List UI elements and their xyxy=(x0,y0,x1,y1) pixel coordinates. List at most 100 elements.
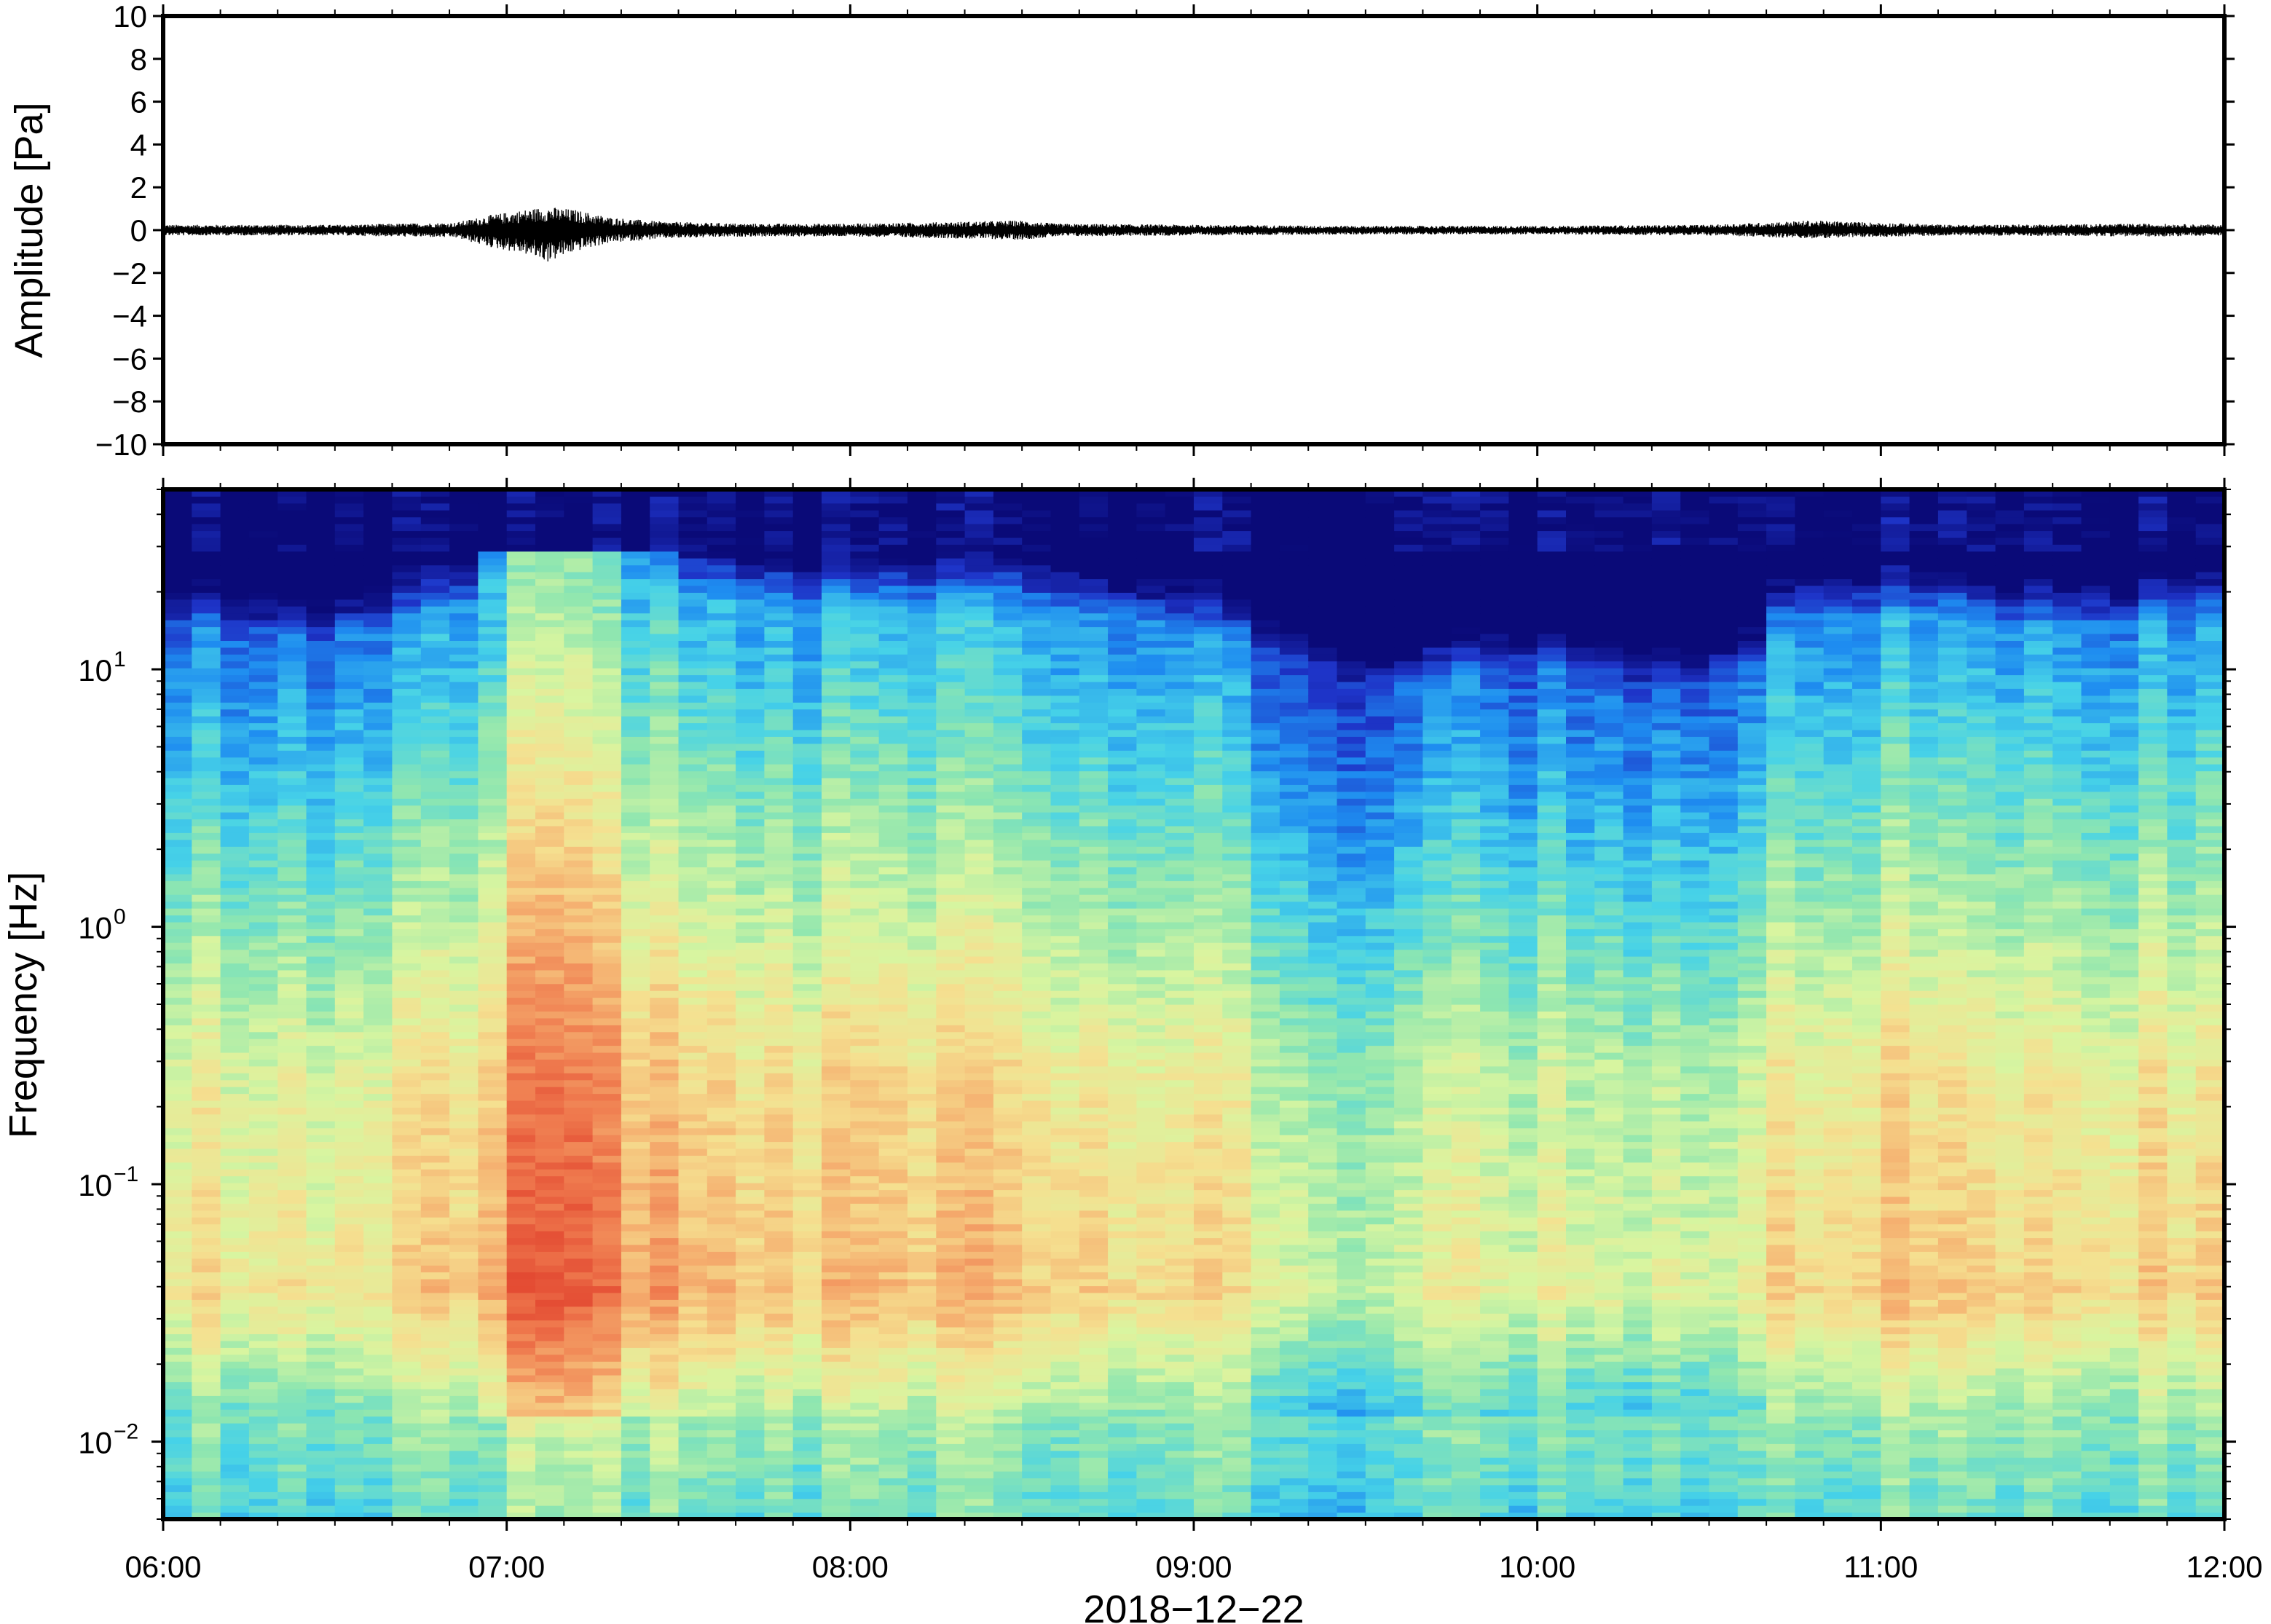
spectrogram-cell xyxy=(1050,1430,1080,1438)
spectrogram-cell xyxy=(163,1087,192,1095)
spectrogram-cell xyxy=(1022,1395,1052,1403)
spectrogram-cell xyxy=(392,1189,422,1197)
spectrogram-cell xyxy=(993,640,1023,648)
spectrogram-cell xyxy=(621,502,650,511)
spectrogram-cell xyxy=(650,524,680,532)
spectrogram-cell xyxy=(621,1223,650,1231)
spectrogram-cell xyxy=(764,1183,794,1191)
spectrogram-cell xyxy=(306,990,336,998)
spectrogram-cell xyxy=(306,1375,336,1382)
spectrogram-cell xyxy=(420,722,450,730)
spectrogram-cell xyxy=(535,1052,564,1060)
spectrogram-cell xyxy=(478,887,508,895)
spectrogram-cell xyxy=(964,819,994,827)
spectrogram-cell xyxy=(392,1347,422,1355)
spectrogram-cell xyxy=(535,819,564,827)
spectrogram-cell xyxy=(650,1045,680,1053)
spectrogram-cell xyxy=(163,1354,192,1362)
spectrogram-cell xyxy=(306,1093,336,1101)
spectrogram-cell xyxy=(993,572,1023,580)
spectrogram-cell xyxy=(420,1093,450,1101)
spectrogram-cell xyxy=(564,908,594,915)
spectrogram-cell xyxy=(850,791,880,799)
spectrogram-cell xyxy=(621,819,650,827)
spectrogram-cell xyxy=(449,1340,479,1348)
spectrogram-cell xyxy=(478,1416,508,1424)
spectrogram-cell xyxy=(535,736,564,744)
spectrogram-cell xyxy=(878,819,908,827)
spectrogram-cell xyxy=(822,1162,851,1170)
spectrogram-cell xyxy=(822,722,851,730)
spectrogram-cell xyxy=(936,626,966,634)
spectrogram-cell xyxy=(993,592,1023,600)
spectrogram-cell xyxy=(163,709,192,717)
spectrogram-cell xyxy=(1079,1347,1109,1355)
spectrogram-cell xyxy=(1050,770,1080,779)
spectrogram-cell xyxy=(1050,1231,1080,1239)
spectrogram-cell xyxy=(678,1217,708,1225)
spectrogram-cell xyxy=(707,784,736,792)
spectrogram-cell xyxy=(1050,688,1080,696)
spectrogram-cell xyxy=(449,1368,479,1376)
spectrogram-cell xyxy=(192,1381,221,1390)
spectrogram-cell xyxy=(306,873,336,881)
spectrogram-cell xyxy=(306,1279,336,1287)
spectrogram-cell xyxy=(936,544,966,552)
spectrogram-cell xyxy=(736,1320,765,1328)
spectrogram-cell xyxy=(650,929,680,937)
spectrogram-cell xyxy=(248,770,278,779)
spectrogram-cell xyxy=(907,1065,937,1073)
spectrogram-cell xyxy=(535,867,564,875)
spectrogram-cell xyxy=(678,626,708,634)
spectrogram-cell xyxy=(248,860,278,867)
spectrogram-cell xyxy=(334,558,364,566)
spectrogram-cell xyxy=(678,1031,708,1039)
spectrogram-cell xyxy=(478,921,508,929)
spectrogram-cell xyxy=(878,805,908,813)
spectrogram-cell xyxy=(678,901,708,909)
spectrogram-cell xyxy=(993,1327,1023,1335)
spectrogram-cell xyxy=(764,551,794,559)
spectrogram-cell xyxy=(993,1175,1023,1183)
spectrogram-cell xyxy=(564,572,594,580)
spectrogram-cell xyxy=(907,997,937,1005)
spectrogram-cell xyxy=(822,1292,851,1300)
spectrogram-cell xyxy=(993,1388,1023,1396)
spectrogram-cell xyxy=(363,1244,393,1252)
spectrogram-cell xyxy=(449,880,479,888)
spectrogram-cell xyxy=(334,1409,364,1417)
spectrogram-cell xyxy=(792,1087,822,1095)
spectrogram-cell xyxy=(707,1416,736,1424)
spectrogram-cell xyxy=(478,1471,508,1478)
spectrogram-cell xyxy=(907,901,937,909)
spectrogram-cell xyxy=(306,853,336,861)
spectrogram-cell xyxy=(248,942,278,950)
spectrogram-cell xyxy=(736,832,765,840)
spectrogram-cell xyxy=(564,564,594,572)
spectrogram-cell xyxy=(334,1127,364,1135)
spectrogram-cell xyxy=(334,1381,364,1390)
spectrogram-cell xyxy=(822,1107,851,1115)
spectrogram-cell xyxy=(736,1045,765,1053)
spectrogram-cell xyxy=(564,1402,594,1410)
spectrogram-cell xyxy=(564,1505,594,1513)
spectrogram-cell xyxy=(907,1416,937,1424)
spectrogram-cell xyxy=(278,819,307,827)
spectrogram-cell xyxy=(334,1498,364,1506)
spectrogram-cell xyxy=(850,1498,880,1506)
spectrogram-cell xyxy=(964,853,994,861)
spectrogram-cell xyxy=(678,1450,708,1458)
spectrogram-cell xyxy=(964,668,994,676)
spectrogram-cell xyxy=(707,1017,736,1025)
spectrogram-cell xyxy=(850,626,880,634)
spectrogram-cell xyxy=(420,654,450,662)
spectrogram-cell xyxy=(192,1368,221,1376)
spectrogram-cell xyxy=(650,681,680,689)
spectrogram-cell xyxy=(363,1272,393,1280)
spectrogram-cell xyxy=(878,572,908,580)
spectrogram-cell xyxy=(420,1004,450,1012)
spectrogram-cell xyxy=(535,1464,564,1472)
spectrogram-cell xyxy=(478,558,508,566)
spectrogram-cell xyxy=(192,1292,221,1300)
spectrogram-cell xyxy=(192,832,221,840)
